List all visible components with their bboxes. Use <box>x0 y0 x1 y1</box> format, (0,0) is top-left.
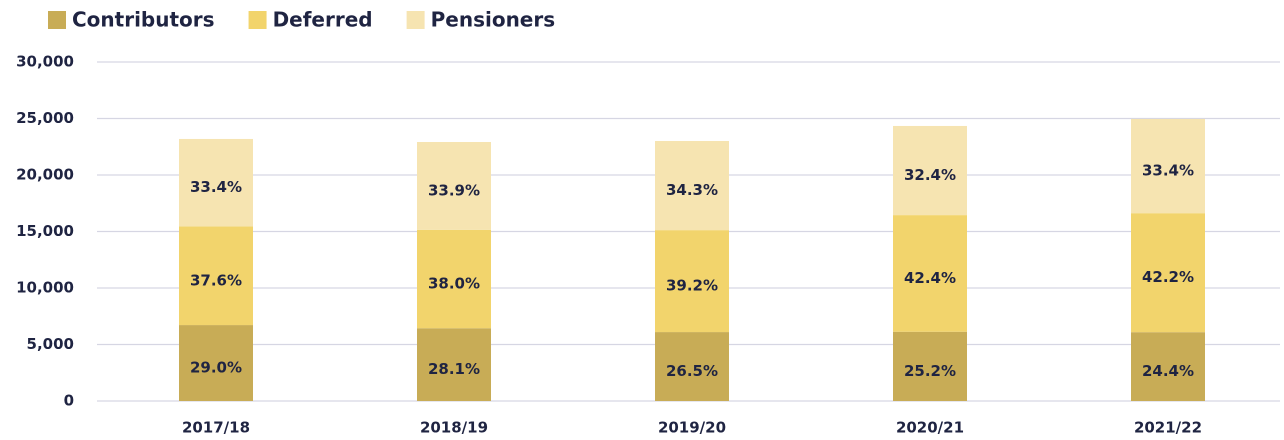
data-label: 34.3% <box>666 181 718 199</box>
y-tick-label: 5,000 <box>27 335 74 353</box>
bar-segment <box>893 215 967 332</box>
data-label: 26.5% <box>666 362 718 380</box>
bar-segment <box>893 331 967 401</box>
bar-segment <box>655 140 729 231</box>
bar-segment <box>1131 213 1205 333</box>
bar-segment <box>1131 118 1205 214</box>
bar-segment <box>179 138 253 227</box>
x-tick-label: 2018/19 <box>420 419 488 437</box>
legend-swatch <box>248 11 267 29</box>
x-tick-label: 2021/22 <box>1134 419 1202 437</box>
legend-label: Contributors <box>72 8 215 32</box>
bar-segment <box>179 226 253 326</box>
y-tick-label: 25,000 <box>16 109 74 127</box>
legend-swatch <box>406 11 425 29</box>
y-tick-label: 20,000 <box>16 166 74 184</box>
data-label: 25.2% <box>904 362 956 380</box>
bar-segment <box>417 328 491 401</box>
legend-swatch <box>48 11 66 29</box>
legend-label: Deferred <box>273 8 373 32</box>
bar-segment <box>417 142 491 230</box>
x-tick-label: 2019/20 <box>658 419 726 437</box>
data-label: 28.1% <box>428 360 480 378</box>
data-label: 24.4% <box>1142 362 1194 380</box>
bar-segment <box>179 325 253 401</box>
data-label: 38.0% <box>428 275 480 293</box>
legend-label: Pensioners <box>431 8 556 32</box>
x-tick-label: 2017/18 <box>182 419 250 437</box>
data-label: 42.4% <box>904 269 956 287</box>
y-tick-label: 15,000 <box>16 222 74 240</box>
data-label: 33.9% <box>428 181 480 199</box>
data-label: 42.2% <box>1142 268 1194 286</box>
bar-segment <box>655 230 729 333</box>
data-label: 29.0% <box>190 359 242 377</box>
bar-segment <box>893 125 967 216</box>
bar-segment <box>655 332 729 401</box>
data-label: 39.2% <box>666 277 718 295</box>
data-label: 37.6% <box>190 271 242 289</box>
bar-segment <box>1131 332 1205 401</box>
bar-segment <box>417 229 491 329</box>
data-label: 33.4% <box>190 178 242 196</box>
data-label: 32.4% <box>904 166 956 184</box>
data-label: 33.4% <box>1142 162 1194 180</box>
y-tick-label: 10,000 <box>16 279 74 297</box>
y-tick-label: 30,000 <box>16 53 74 71</box>
x-tick-label: 2020/21 <box>896 419 964 437</box>
y-tick-label: 0 <box>64 392 74 410</box>
